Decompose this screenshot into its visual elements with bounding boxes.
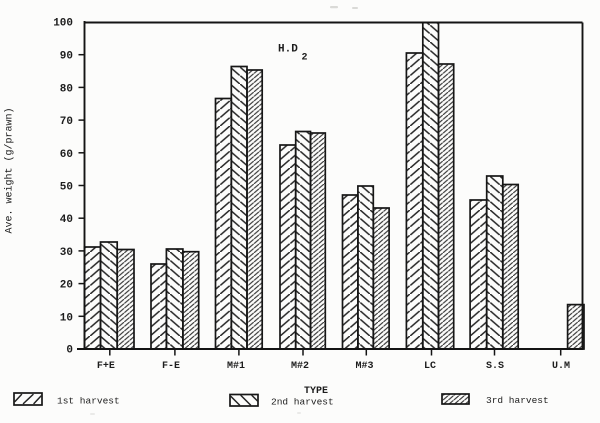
- svg-text:Ave. weight (g/prawn): Ave. weight (g/prawn): [4, 107, 16, 233]
- svg-text:H.D: H.D: [278, 44, 298, 56]
- svg-text:2nd harvest: 2nd harvest: [271, 397, 334, 408]
- svg-text:S.S: S.S: [486, 361, 504, 372]
- svg-text:70: 70: [60, 116, 73, 128]
- svg-text:100: 100: [53, 18, 73, 30]
- svg-text:80: 80: [60, 83, 73, 95]
- svg-text:F+E: F+E: [97, 361, 115, 372]
- svg-text:60: 60: [60, 149, 73, 161]
- svg-text:50: 50: [60, 182, 73, 194]
- svg-text:F-E: F-E: [162, 361, 180, 372]
- svg-text:U.M: U.M: [552, 361, 570, 372]
- svg-text:20: 20: [60, 280, 73, 292]
- svg-text:1st harvest: 1st harvest: [57, 396, 120, 407]
- svg-text:M#2: M#2: [291, 361, 309, 372]
- svg-text:40: 40: [60, 214, 73, 226]
- svg-text:TYPE: TYPE: [304, 386, 328, 397]
- svg-text:30: 30: [60, 247, 73, 259]
- svg-text:3rd harvest: 3rd harvest: [486, 395, 549, 406]
- svg-text:M#3: M#3: [355, 361, 373, 372]
- svg-text:0: 0: [66, 345, 73, 357]
- svg-text:2: 2: [302, 53, 308, 64]
- svg-text:90: 90: [60, 51, 73, 63]
- svg-text:LC: LC: [424, 361, 436, 372]
- svg-text:M#1: M#1: [227, 361, 245, 372]
- svg-text:10: 10: [60, 312, 73, 324]
